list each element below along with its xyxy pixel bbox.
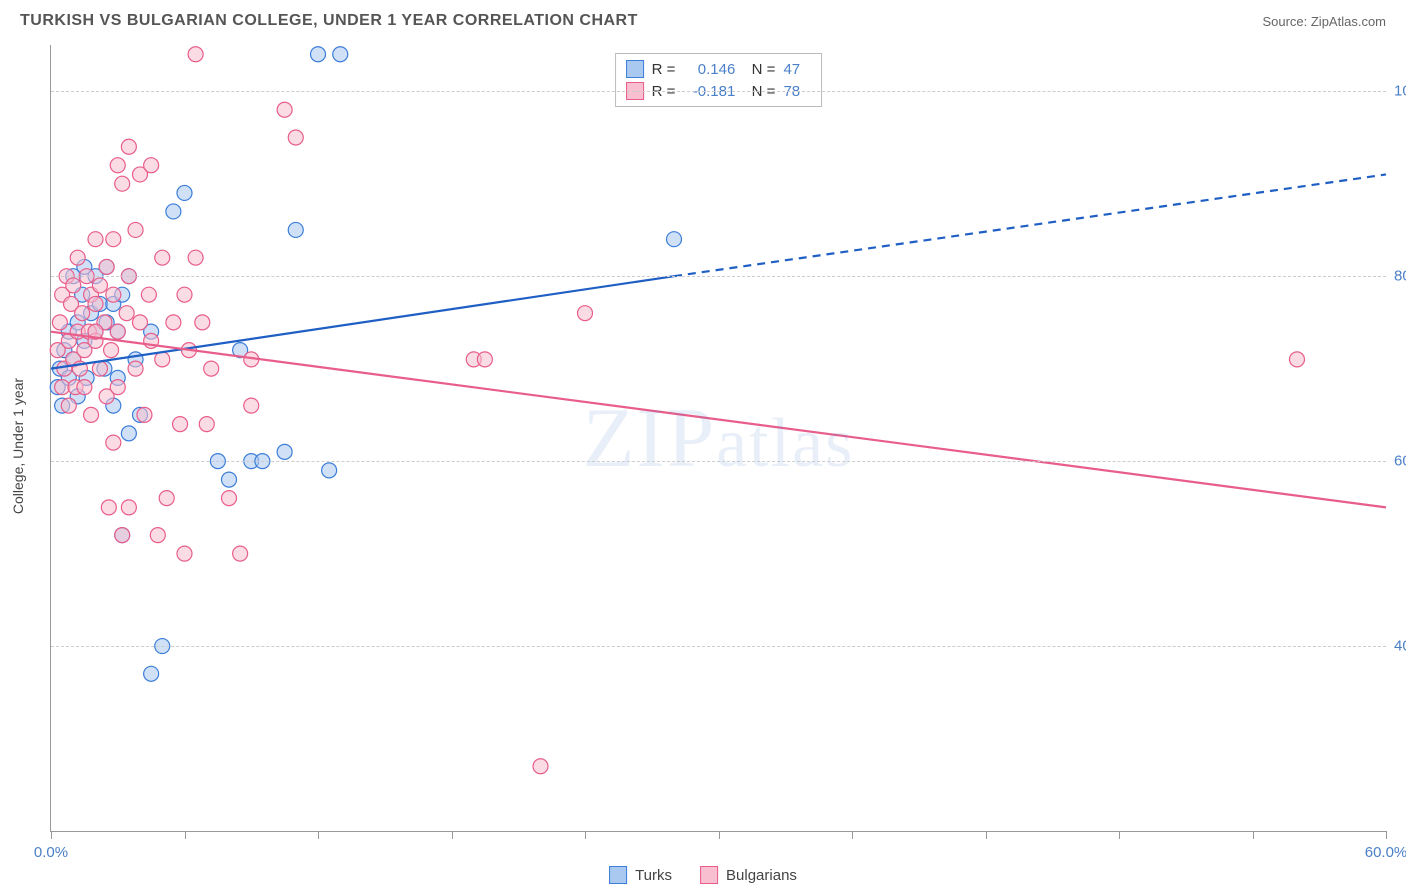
data-point (667, 232, 682, 247)
data-point (578, 306, 593, 321)
data-point (106, 287, 121, 302)
data-point (144, 666, 159, 681)
legend-swatch (609, 866, 627, 884)
regression-line (51, 332, 1386, 508)
data-point (141, 287, 156, 302)
legend-n-label: N = (743, 61, 775, 78)
chart-area: ZIPatlas R = 0.146 N = 47 R = -0.181 N =… (50, 45, 1386, 832)
series-legend-label: Bulgarians (726, 867, 797, 884)
data-point (222, 472, 237, 487)
data-point (150, 528, 165, 543)
data-point (110, 380, 125, 395)
data-point (311, 47, 326, 62)
data-point (119, 306, 134, 321)
data-point (222, 491, 237, 506)
data-point (88, 296, 103, 311)
data-point (233, 546, 248, 561)
data-point (533, 759, 548, 774)
data-point (144, 158, 159, 173)
data-point (333, 47, 348, 62)
regression-line-extrapolated (674, 174, 1386, 276)
data-point (288, 222, 303, 237)
data-point (155, 250, 170, 265)
data-point (288, 130, 303, 145)
y-tick-label: 60.0% (1394, 453, 1406, 470)
series-legend-label: Turks (635, 867, 672, 884)
data-point (52, 315, 67, 330)
data-point (115, 528, 130, 543)
data-point (166, 315, 181, 330)
chart-header: TURKISH VS BULGARIAN COLLEGE, UNDER 1 YE… (0, 0, 1406, 38)
data-point (55, 380, 70, 395)
series-legend-item: Bulgarians (700, 866, 797, 884)
scatter-plot (51, 45, 1386, 831)
legend-r-label: R = (652, 61, 676, 78)
data-point (195, 315, 210, 330)
x-tick-label: 60.0% (1365, 844, 1406, 861)
data-point (115, 176, 130, 191)
data-point (66, 278, 81, 293)
series-legend: Turks Bulgarians (609, 866, 797, 884)
data-point (177, 546, 192, 561)
data-point (121, 139, 136, 154)
data-point (244, 398, 259, 413)
data-point (106, 232, 121, 247)
series-legend-item: Turks (609, 866, 672, 884)
legend-swatch (626, 60, 644, 78)
data-point (1290, 352, 1305, 367)
data-point (75, 306, 90, 321)
data-point (188, 250, 203, 265)
data-point (121, 500, 136, 515)
data-point (177, 185, 192, 200)
data-point (137, 407, 152, 422)
data-point (133, 315, 148, 330)
data-point (121, 426, 136, 441)
data-point (99, 259, 114, 274)
data-point (88, 232, 103, 247)
data-point (159, 491, 174, 506)
legend-n-value: 47 (783, 61, 811, 78)
data-point (110, 158, 125, 173)
data-point (155, 352, 170, 367)
data-point (101, 500, 116, 515)
legend-row: R = 0.146 N = 47 (626, 58, 812, 80)
data-point (477, 352, 492, 367)
data-point (128, 222, 143, 237)
data-point (104, 343, 119, 358)
data-point (92, 278, 107, 293)
data-point (61, 398, 76, 413)
legend-r-value: 0.146 (683, 61, 735, 78)
data-point (70, 250, 85, 265)
data-point (92, 361, 107, 376)
data-point (199, 417, 214, 432)
data-point (106, 435, 121, 450)
legend-swatch (700, 866, 718, 884)
y-tick-label: 40.0% (1394, 638, 1406, 655)
data-point (277, 444, 292, 459)
data-point (277, 102, 292, 117)
y-axis-label: College, Under 1 year (10, 378, 26, 514)
y-tick-label: 80.0% (1394, 268, 1406, 285)
data-point (177, 287, 192, 302)
data-point (204, 361, 219, 376)
x-tick-label: 0.0% (34, 844, 68, 861)
data-point (322, 463, 337, 478)
correlation-legend: R = 0.146 N = 47 R = -0.181 N = 78 (615, 53, 823, 107)
data-point (128, 361, 143, 376)
data-point (77, 380, 92, 395)
source-attribution: Source: ZipAtlas.com (1262, 14, 1386, 29)
chart-title: TURKISH VS BULGARIAN COLLEGE, UNDER 1 YE… (20, 12, 638, 30)
data-point (84, 407, 99, 422)
data-point (188, 47, 203, 62)
data-point (173, 417, 188, 432)
data-point (166, 204, 181, 219)
data-point (110, 324, 125, 339)
y-tick-label: 100.0% (1394, 83, 1406, 100)
